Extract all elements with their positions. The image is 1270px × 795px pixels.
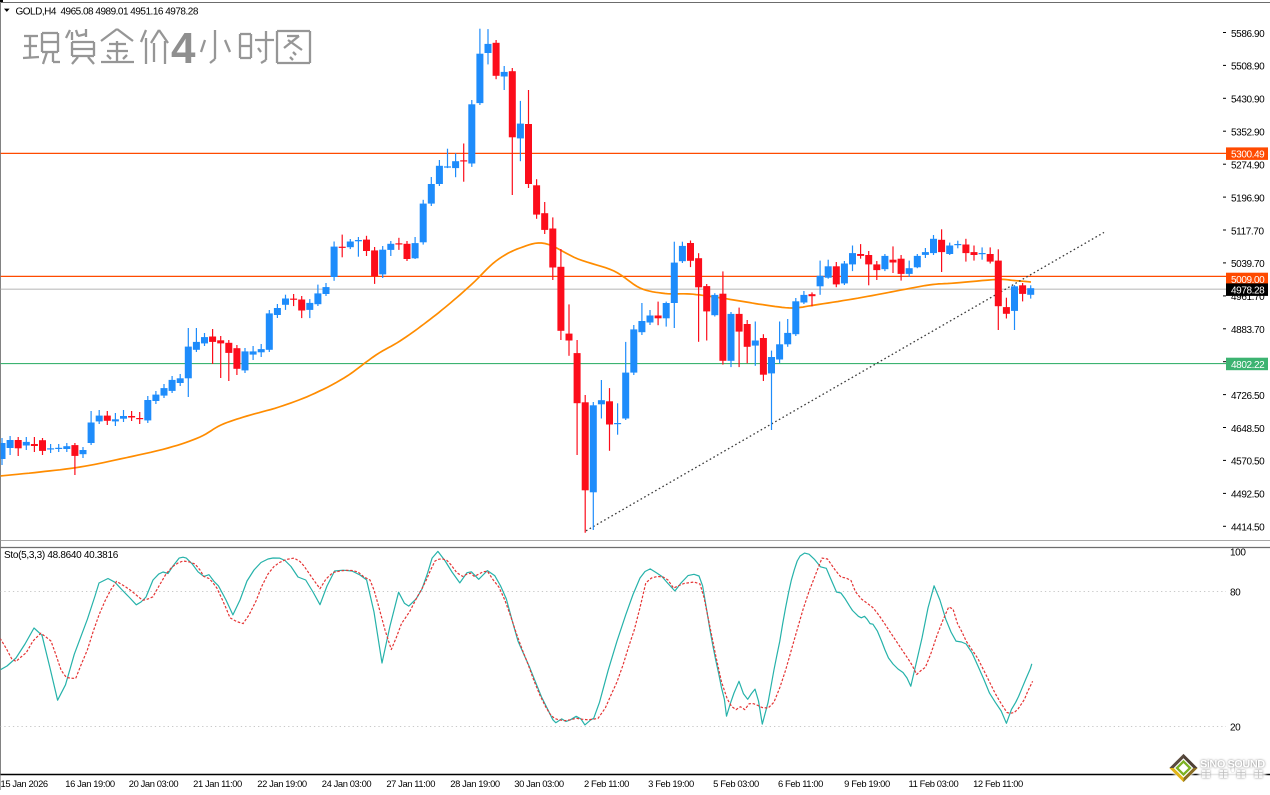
svg-text:6 Feb 11:00: 6 Feb 11:00 [778, 778, 823, 789]
svg-text:2 Feb 11:00: 2 Feb 11:00 [584, 778, 629, 789]
svg-text:100: 100 [1230, 548, 1246, 559]
svg-text:28 Jan 19:00: 28 Jan 19:00 [450, 778, 500, 789]
svg-text:11 Feb 03:00: 11 Feb 03:00 [909, 778, 959, 789]
svg-text:4726.50: 4726.50 [1231, 391, 1265, 402]
svg-text:5430.90: 5430.90 [1231, 95, 1265, 106]
svg-text:5117.70: 5117.70 [1231, 226, 1264, 237]
svg-text:SiNO SOUND: SiNO SOUND [1200, 759, 1265, 771]
svg-text:5 Feb 03:00: 5 Feb 03:00 [713, 778, 759, 789]
svg-text:5009.00: 5009.00 [1231, 275, 1265, 286]
svg-text:80: 80 [1230, 588, 1241, 599]
svg-text:4570.50: 4570.50 [1231, 457, 1265, 468]
svg-text:5508.90: 5508.90 [1231, 62, 1265, 73]
svg-text:5352.90: 5352.90 [1231, 128, 1265, 139]
svg-text:5274.90: 5274.90 [1231, 161, 1265, 172]
svg-text:21 Jan 11:00: 21 Jan 11:00 [193, 778, 242, 789]
svg-text:4802.22: 4802.22 [1231, 360, 1265, 371]
svg-text:4492.50: 4492.50 [1231, 490, 1265, 501]
svg-text:4978.28: 4978.28 [1231, 286, 1265, 297]
svg-text:5196.90: 5196.90 [1231, 193, 1265, 204]
svg-text:5300.49: 5300.49 [1231, 150, 1265, 161]
svg-text:4648.50: 4648.50 [1231, 424, 1265, 435]
svg-text:15 Jan 2026: 15 Jan 2026 [1, 778, 48, 789]
svg-text:Sto(5,3,3) 48.8640 40.3816: Sto(5,3,3) 48.8640 40.3816 [4, 550, 119, 561]
svg-text:27 Jan 11:00: 27 Jan 11:00 [386, 778, 435, 789]
svg-text:9 Feb 19:00: 9 Feb 19:00 [844, 778, 890, 789]
svg-text:5586.90: 5586.90 [1231, 29, 1265, 40]
svg-text:4: 4 [171, 24, 196, 73]
svg-text:3 Feb 19:00: 3 Feb 19:00 [648, 778, 694, 789]
svg-text:5039.70: 5039.70 [1231, 259, 1265, 270]
svg-text:4883.70: 4883.70 [1231, 325, 1265, 336]
svg-text:20: 20 [1230, 723, 1241, 734]
svg-text:4961.70: 4961.70 [1231, 292, 1265, 303]
svg-text:30 Jan 03:00: 30 Jan 03:00 [514, 778, 564, 789]
svg-text:GOLD,H4 4965.08 4989.01 4951.: GOLD,H4 4965.08 4989.01 4951.16 4978.28 [16, 7, 199, 18]
svg-text:16 Jan 19:00: 16 Jan 19:00 [65, 778, 115, 789]
svg-text:22 Jan 19:00: 22 Jan 19:00 [257, 778, 307, 789]
svg-text:4414.50: 4414.50 [1231, 523, 1265, 534]
svg-text:12 Feb 11:00: 12 Feb 11:00 [973, 778, 1023, 789]
svg-text:SiNO SOUND: SiNO SOUND [1200, 759, 1265, 771]
svg-text:20 Jan 03:00: 20 Jan 03:00 [129, 778, 179, 789]
svg-text:24 Jan 03:00: 24 Jan 03:00 [322, 778, 372, 789]
